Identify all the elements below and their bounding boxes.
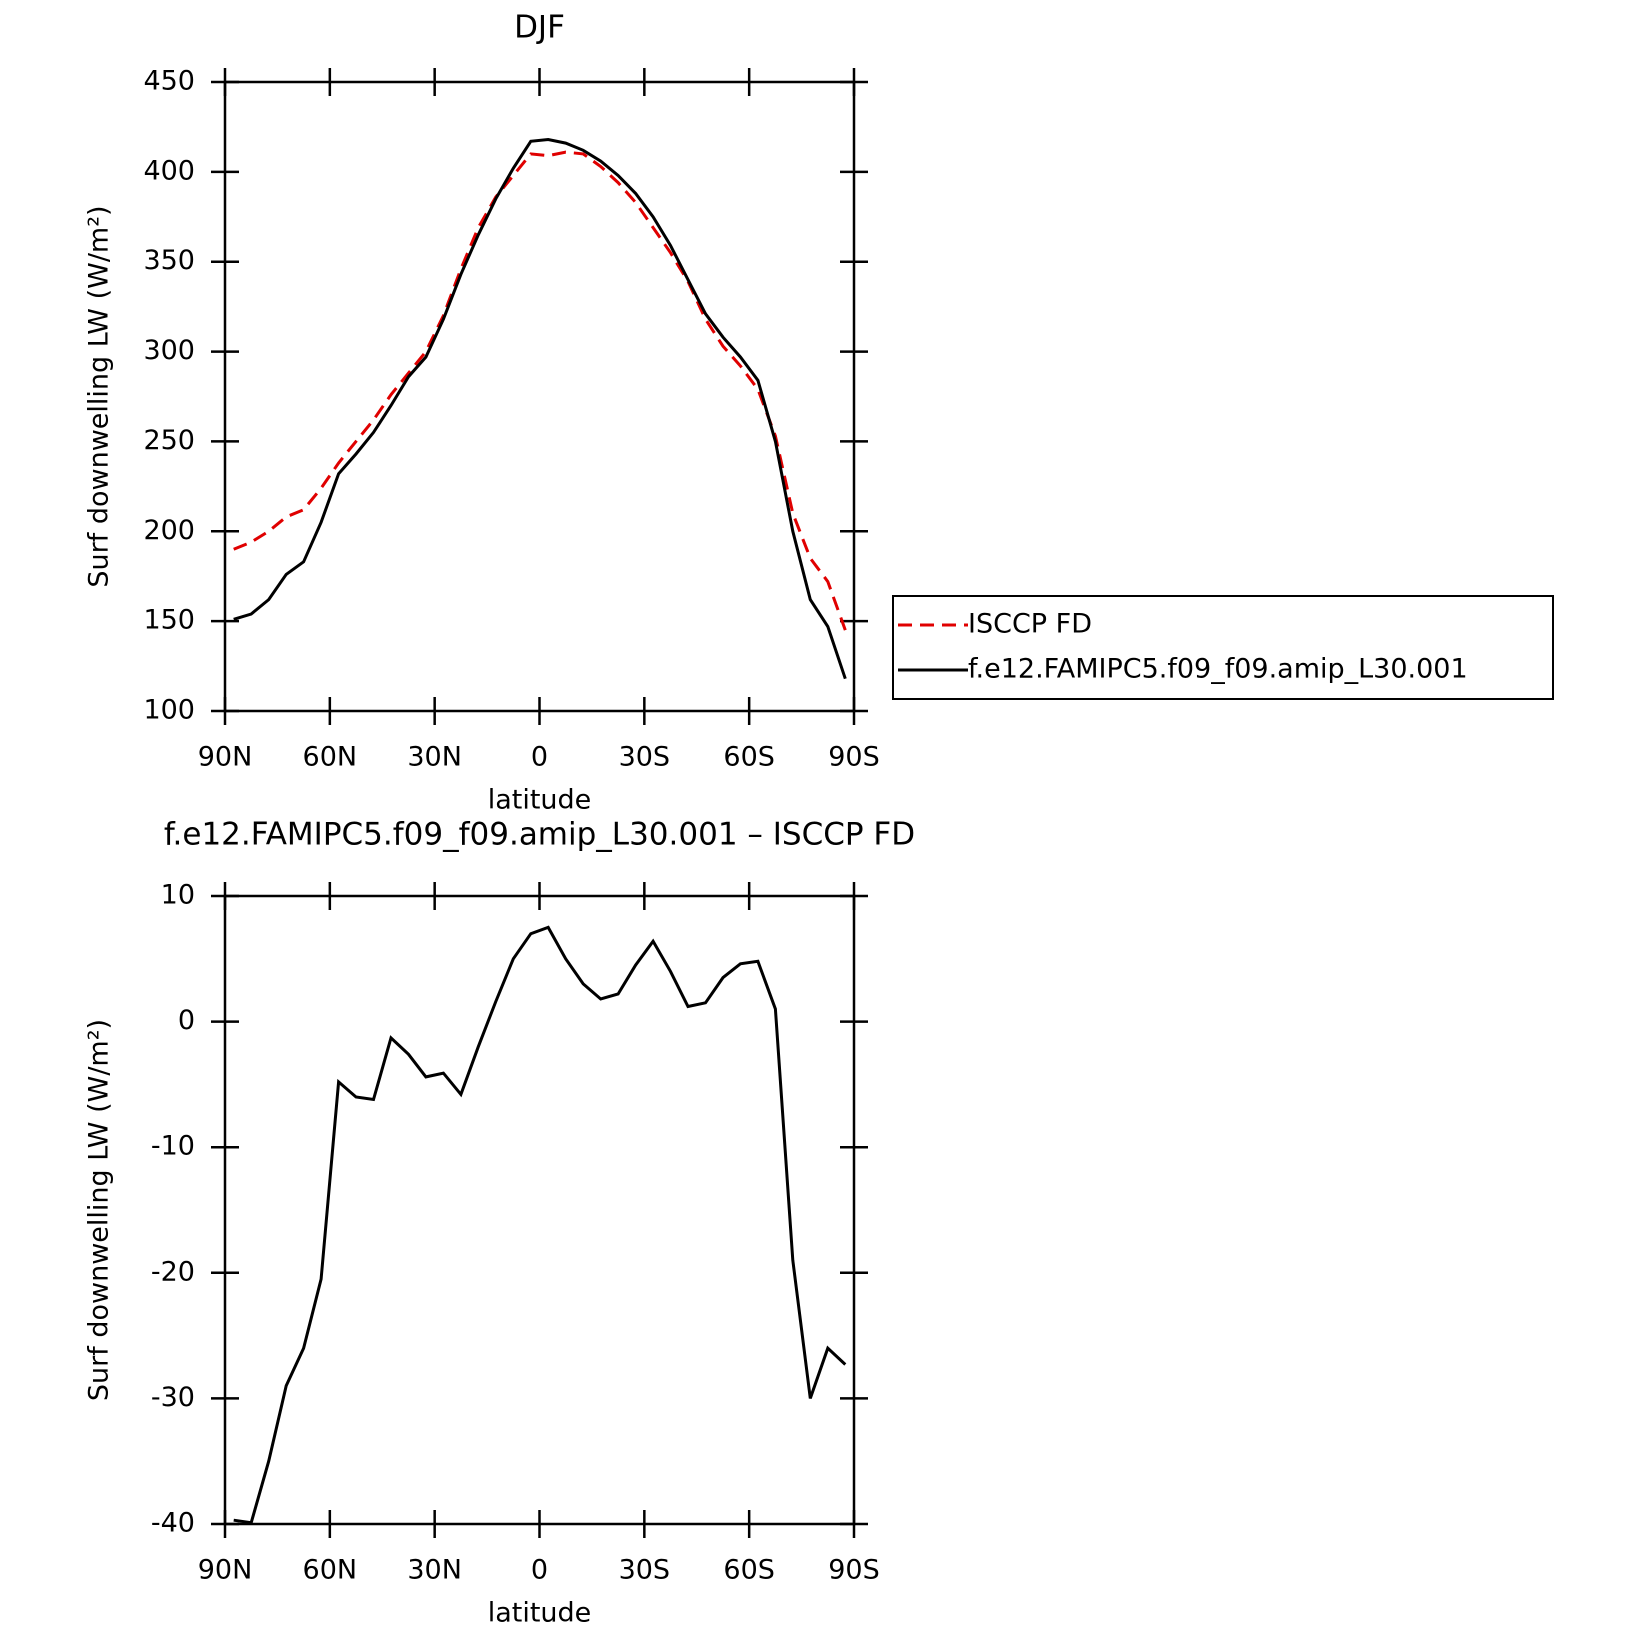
chart-title: DJF [514, 10, 565, 46]
x-tick-label: 30S [619, 742, 671, 773]
legend-label: ISCCP FD [968, 609, 1092, 640]
y-axis-label: Surf downwelling LW (W/m²) [84, 205, 115, 587]
y-tick-label: 150 [143, 605, 195, 636]
x-tick-label: 60S [723, 1555, 775, 1586]
y-tick-label: 350 [143, 245, 195, 276]
y-tick-label: 450 [143, 66, 195, 97]
x-tick-label: 90S [828, 1555, 880, 1586]
x-tick-label: 60N [303, 1555, 358, 1586]
x-tick-label: 30S [619, 1555, 671, 1586]
y-tick-label: -30 [151, 1382, 195, 1413]
x-tick-label: 0 [531, 742, 548, 773]
chart-title: f.e12.FAMIPC5.f09_f09.amip_L30.001 – ISC… [164, 817, 915, 853]
data-line [233, 925, 847, 1525]
y-axis-label: Surf downwelling LW (W/m²) [84, 1019, 115, 1401]
x-tick-label: 60N [303, 742, 358, 773]
y-tick-label: 100 [143, 695, 195, 726]
x-tick-label: 60S [723, 742, 775, 773]
x-axis-label: latitude [488, 1598, 592, 1629]
y-tick-label: 300 [143, 335, 195, 366]
y-tick-label: 0 [178, 1005, 195, 1036]
y-tick-label: -10 [151, 1131, 195, 1162]
y-tick-label: 250 [143, 425, 195, 456]
x-tick-label: 0 [531, 1555, 548, 1586]
data-line [233, 137, 847, 680]
y-tick-label: 200 [143, 515, 195, 546]
legend-label: f.e12.FAMIPC5.f09_f09.amip_L30.001 [968, 654, 1468, 685]
x-tick-label: 30N [407, 1555, 462, 1586]
x-tick-label: 30N [407, 742, 462, 773]
y-tick-label: 400 [143, 155, 195, 186]
x-tick-label: 90S [828, 742, 880, 773]
data-line [233, 150, 847, 631]
y-tick-label: -40 [151, 1508, 195, 1539]
x-tick-label: 90N [198, 742, 253, 773]
x-axis-label: latitude [488, 785, 592, 816]
x-tick-label: 90N [198, 1555, 253, 1586]
y-tick-label: -20 [151, 1256, 195, 1287]
y-tick-label: 10 [161, 880, 195, 911]
legend-box [892, 595, 1554, 700]
plot-frame [223, 894, 856, 1526]
